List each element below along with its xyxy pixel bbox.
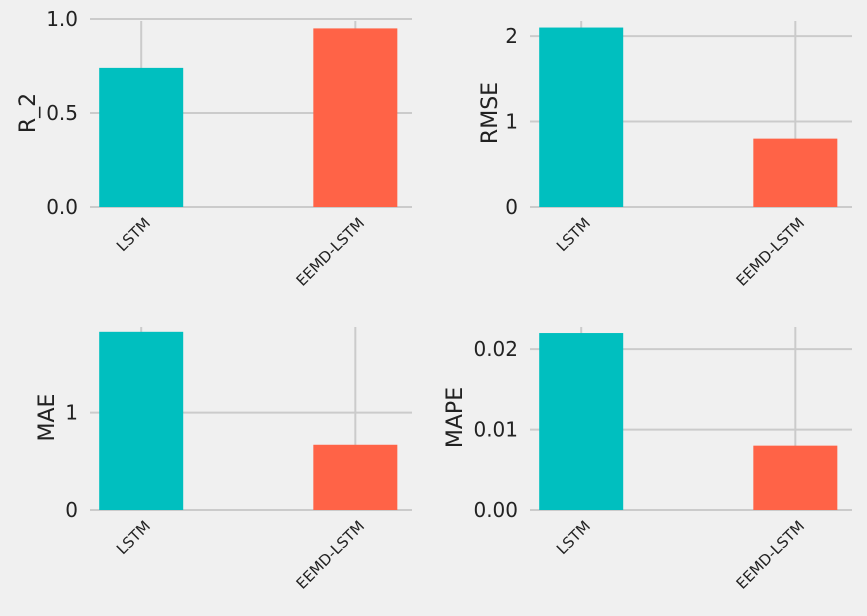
panel-3-xtick-label-1: LSTM [113, 517, 154, 558]
panel-1-xtick-label-2: EEMD-LSTM [293, 214, 369, 290]
panel-4-bar-eemd-lstm [753, 445, 838, 510]
panel-3-xtick-label-2: EEMD-LSTM [293, 517, 369, 593]
panel-3-ytick-label-1: 0 [65, 498, 78, 522]
panel-3-y-axis-label: MAE [35, 394, 60, 442]
panel-2-xtick-label-1: LSTM [553, 214, 594, 255]
panel-2-ytick-label-2: 1 [505, 110, 518, 134]
panel-2-ytick-label-1: 0 [505, 195, 518, 219]
panel-3-ytick-label-2: 1 [65, 401, 78, 425]
panel-1-bar-eemd-lstm [313, 28, 398, 208]
panel-3-bar-lstm [99, 331, 184, 510]
panel-4-ytick-label-3: 0.02 [473, 337, 518, 361]
panel-1-bar-lstm [99, 67, 184, 207]
panel-2-ytick-label-3: 2 [505, 24, 518, 48]
panel-1-y-axis-label: R_2 [16, 93, 41, 133]
panel-4-xtick-label-2: EEMD-LSTM [733, 517, 809, 593]
panel-1-xtick-label-1: LSTM [113, 214, 154, 255]
panel-4-bar-lstm [539, 333, 624, 510]
panel-4-xtick-label-1: LSTM [553, 517, 594, 558]
panel-2-bar-lstm [539, 27, 624, 207]
panel-2-y-axis-label: RMSE [478, 82, 503, 144]
panel-2-bar-eemd-lstm [753, 138, 838, 207]
panel-4-ytick-label-2: 0.01 [473, 418, 518, 442]
panel-4-y-axis-label: MAPE [443, 387, 468, 448]
panel-1-ytick-label-3: 1.0 [46, 7, 78, 31]
panel-1-ytick-label-2: 0.5 [46, 101, 78, 125]
panel-2-xtick-label-2: EEMD-LSTM [733, 214, 809, 290]
panel-4-ytick-label-1: 0.00 [473, 498, 518, 522]
panel-1-ytick-label-1: 0.0 [46, 195, 78, 219]
panel-3-bar-eemd-lstm [313, 444, 398, 510]
